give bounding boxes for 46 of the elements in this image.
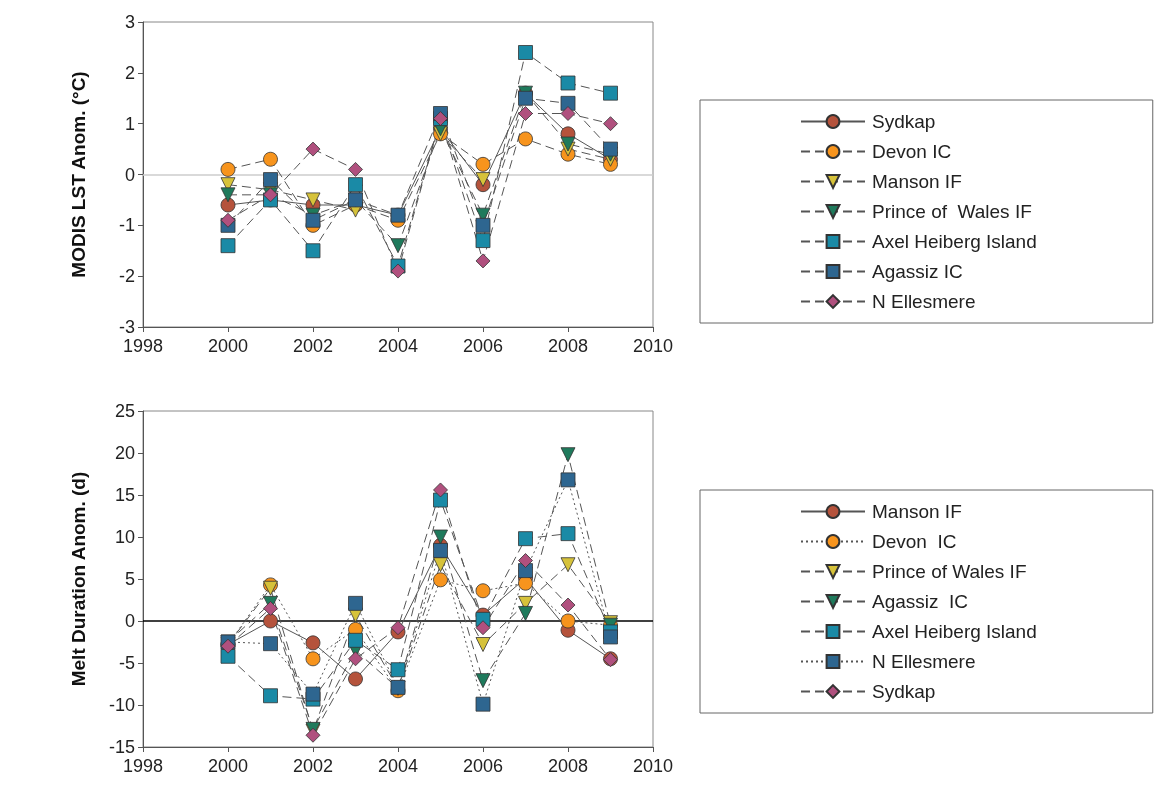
y-tick-label: 2 bbox=[124, 62, 135, 83]
y-tick-label: 1 bbox=[124, 113, 135, 134]
y-tick-label: 0 bbox=[124, 164, 135, 185]
x-tick-label: 2004 bbox=[377, 756, 419, 776]
legend-label: Axel Heiberg Island bbox=[872, 231, 1037, 252]
x-tick-label: 1998 bbox=[122, 336, 164, 356]
x-tick-label: 2010 bbox=[632, 336, 674, 356]
legend-label: N Ellesmere bbox=[872, 651, 976, 672]
legend-label: Prince of Wales IF bbox=[872, 561, 1027, 582]
y-tick-label: -10 bbox=[108, 695, 135, 715]
legend-label: Devon IC bbox=[872, 531, 957, 552]
y-axis-title: Melt Duration Anom. (d) bbox=[68, 471, 89, 687]
y-tick-label: 15 bbox=[114, 485, 135, 505]
legend-label: Manson IF bbox=[872, 171, 962, 192]
x-tick-label: 2006 bbox=[462, 336, 504, 356]
legend-label: Sydkap bbox=[872, 111, 936, 132]
legend-label: Agassiz IC bbox=[872, 591, 969, 612]
y-tick-label: -15 bbox=[108, 737, 135, 757]
y-tick-label: 0 bbox=[124, 611, 135, 631]
y-tick-label: -5 bbox=[118, 653, 135, 673]
x-tick-label: 2002 bbox=[292, 756, 334, 776]
y-tick-label: 5 bbox=[124, 569, 135, 589]
y-tick-label: 3 bbox=[124, 12, 135, 32]
x-tick-label: 2000 bbox=[207, 336, 249, 356]
legend-label: Agassiz IC bbox=[872, 261, 963, 282]
legend-label: Prince of Wales IF bbox=[872, 201, 1032, 222]
legend-label: Sydkap bbox=[872, 681, 936, 702]
x-tick-label: 2006 bbox=[462, 756, 504, 776]
y-tick-label: -1 bbox=[118, 215, 135, 236]
y-tick-label: -3 bbox=[118, 317, 135, 337]
y-tick-label: 10 bbox=[114, 527, 135, 547]
x-tick-label: 2008 bbox=[547, 756, 589, 776]
x-tick-label: 2008 bbox=[547, 336, 589, 356]
y-tick-label: -2 bbox=[118, 266, 135, 287]
x-tick-label: 2002 bbox=[292, 336, 334, 356]
y-axis-title: MODIS LST Anom. (°C) bbox=[68, 71, 89, 278]
legend-label: Manson IF bbox=[872, 501, 962, 522]
x-tick-label: 1998 bbox=[122, 756, 164, 776]
legend-label: Axel Heiberg Island bbox=[872, 621, 1037, 642]
legend-label: Devon IC bbox=[872, 141, 952, 162]
x-tick-label: 2000 bbox=[207, 756, 249, 776]
legend-label: N Ellesmere bbox=[872, 291, 976, 312]
y-tick-label: 25 bbox=[114, 401, 135, 421]
x-tick-label: 2004 bbox=[377, 336, 419, 356]
y-tick-label: 20 bbox=[114, 443, 135, 463]
x-tick-label: 2010 bbox=[632, 756, 674, 776]
